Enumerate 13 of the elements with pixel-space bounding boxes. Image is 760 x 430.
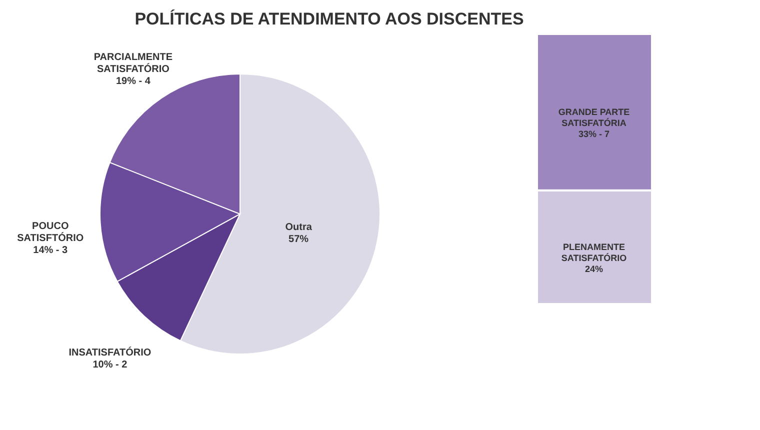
slice-label: Outra — [285, 222, 312, 234]
data-label: 24% — [584, 264, 604, 274]
slice-label: INSATISFATÓRIO — [68, 346, 152, 359]
data-label: 57% — [288, 234, 309, 246]
data-label: 10% - 2 — [92, 360, 128, 371]
series-label: GRANDE PARTE SATISFATÓRIA — [558, 107, 630, 128]
slice-label: POUCO SATISFTÓRIO — [17, 220, 84, 244]
chart-title: POLÍTICAS DE ATENDIMENTO AOS DISCENTES — [134, 8, 524, 28]
series-label: PLENAMENTE SATISFATÓRIO — [561, 242, 627, 264]
slice-label: PARCIALMENTE SATISFATÓRIO — [94, 52, 173, 75]
data-label: 19% - 4 — [116, 76, 151, 87]
data-label: 14% - 3 — [33, 244, 68, 256]
data-label: 33% - 7 — [578, 129, 610, 140]
